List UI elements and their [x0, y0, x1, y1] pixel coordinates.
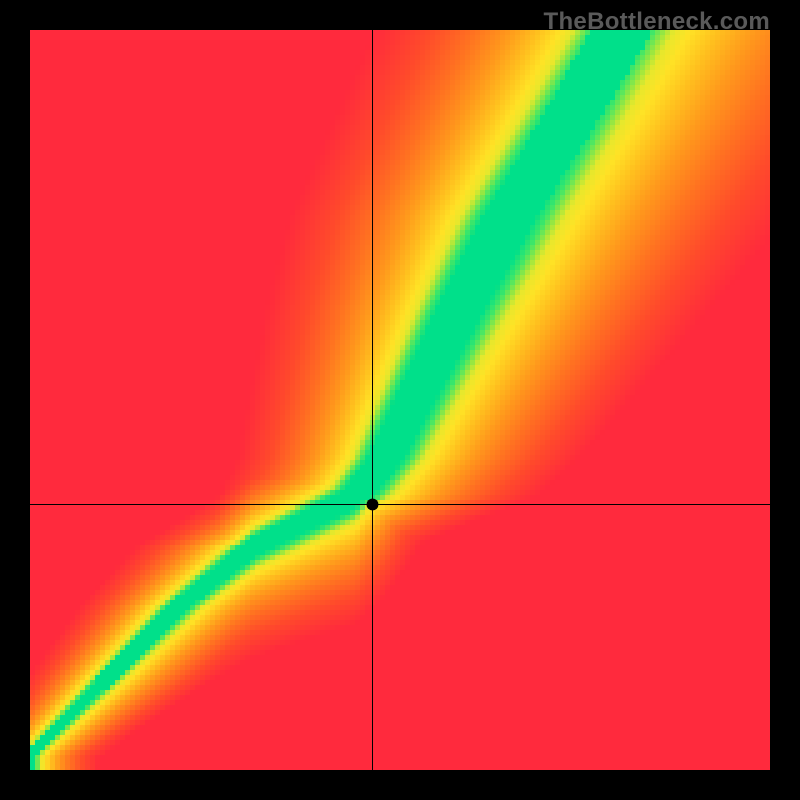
- heatmap-plot: [30, 30, 770, 770]
- crosshair-overlay: [30, 30, 770, 770]
- watermark-text: TheBottleneck.com: [544, 8, 770, 36]
